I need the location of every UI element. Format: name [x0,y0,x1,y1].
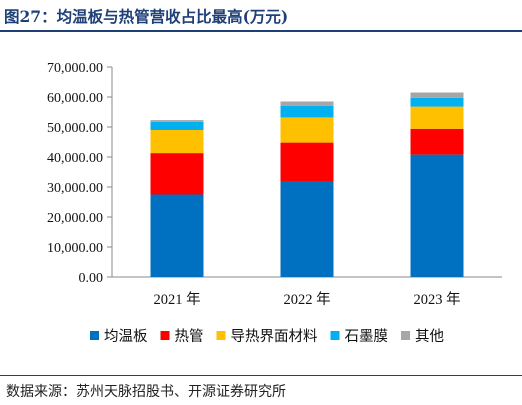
legend-label: 均温板 [104,327,148,345]
legend-item: 导热界面材料 [216,328,318,345]
bar-segment [150,194,204,277]
legend-label: 石墨膜 [345,328,389,345]
figure-title: 图27：均温板与热管营收占比最高(万元) [4,7,289,26]
legend-label: 其他 [415,328,444,345]
bar-segment [280,181,334,277]
x-axis: 2021 年 2022 年 2023 年 [112,276,502,308]
y-tick-label: 20,000.00 [47,211,103,226]
legend-label: 导热界面材料 [231,328,318,345]
bar-segment [410,92,464,98]
bar-segment [410,97,464,107]
legend-item: 其他 [401,328,444,345]
bar-segment [280,101,334,106]
bar-stack [150,120,204,277]
title-rule [0,30,522,32]
legend-item: 热管 [160,328,204,345]
y-tick-label: 10,000.00 [47,241,103,256]
bar-segment [280,105,334,118]
bar-series [150,92,464,277]
bar-segment [150,153,204,195]
x-tick-label: 2022 年 [283,291,330,308]
legend-swatch [401,331,410,340]
y-axis: 0.00 10,000.00 20,000.00 30,000.00 40,000.00… [47,61,113,286]
legend-swatch [216,331,226,340]
y-tick-label: 40,000.00 [47,151,103,166]
y-tick-label: 50,000.00 [47,121,103,136]
bar-segment [410,154,464,277]
legend-swatch [90,331,99,340]
bar-segment [280,117,334,143]
bar-segment [410,128,464,155]
y-tick-label: 70,000.00 [47,61,103,76]
legend-label: 热管 [175,328,204,345]
bar-segment [150,121,204,130]
bar-stack [410,92,464,277]
bar-segment [150,130,204,154]
x-tick-label: 2021 年 [153,291,200,308]
y-tick-label: 60,000.00 [47,91,103,106]
bar-stack [280,101,334,277]
bar-segment [410,106,464,129]
legend-item: 石墨膜 [330,328,389,345]
legend-swatch [330,331,340,340]
legend: 均温板 热管 导热界面材料 石墨膜 其他 [90,327,444,345]
bar-segment [150,120,204,122]
x-tick-label: 2023 年 [413,291,460,308]
stacked-bar-chart: 0.00 10,000.00 20,000.00 30,000.00 40,000.00… [47,61,502,345]
bar-segment [280,142,334,181]
y-tick-label: 30,000.00 [47,181,103,196]
legend-item: 均温板 [90,327,148,345]
source-rule [0,375,522,376]
legend-swatch [160,331,170,340]
data-source-note: 数据来源：苏州天脉招股书、开源证券研究所 [6,384,286,400]
y-tick-label: 0.00 [79,271,104,286]
